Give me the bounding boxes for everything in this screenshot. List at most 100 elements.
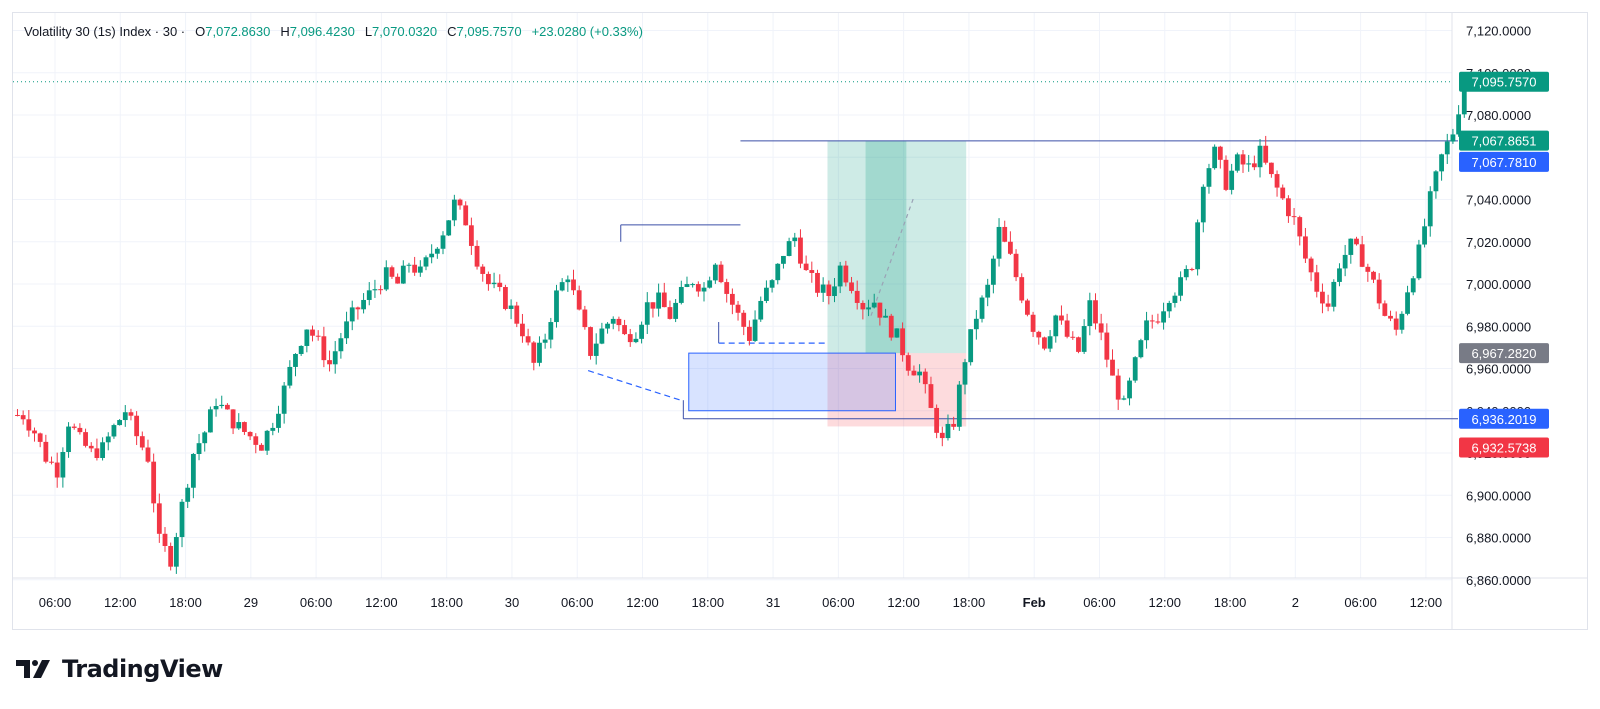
candle-body[interactable] bbox=[1104, 332, 1110, 360]
candle-body[interactable] bbox=[225, 404, 230, 410]
candle-body[interactable] bbox=[423, 257, 429, 267]
candle-body[interactable] bbox=[990, 258, 996, 285]
candle-body[interactable] bbox=[520, 323, 525, 337]
candle-body[interactable] bbox=[531, 342, 537, 363]
candle-body[interactable] bbox=[661, 292, 667, 308]
candle-body[interactable] bbox=[1234, 154, 1240, 171]
candle-body[interactable] bbox=[1127, 380, 1132, 399]
candle-body[interactable] bbox=[1320, 291, 1325, 304]
candle-body[interactable] bbox=[1314, 272, 1320, 292]
candle-body[interactable] bbox=[1297, 217, 1303, 237]
candle-body[interactable] bbox=[1110, 359, 1115, 376]
candle-body[interactable] bbox=[610, 318, 616, 324]
candle-body[interactable] bbox=[843, 265, 849, 283]
candle-body[interactable] bbox=[383, 267, 389, 290]
candle-body[interactable] bbox=[786, 241, 792, 256]
candle-body[interactable] bbox=[735, 304, 741, 313]
candle-body[interactable] bbox=[355, 307, 361, 310]
candle-body[interactable] bbox=[1405, 292, 1410, 314]
candle-body[interactable] bbox=[310, 329, 315, 336]
candle-body[interactable] bbox=[1161, 311, 1166, 323]
candle-body[interactable] bbox=[582, 309, 588, 328]
candle-body[interactable] bbox=[764, 287, 769, 301]
candle-body[interactable] bbox=[1002, 226, 1008, 242]
candle-body[interactable] bbox=[650, 302, 656, 309]
candle-body[interactable] bbox=[247, 431, 253, 437]
candle-body[interactable] bbox=[752, 319, 758, 341]
tradingview-logo[interactable]: TradingView bbox=[16, 654, 223, 684]
candle-body[interactable] bbox=[83, 432, 88, 446]
candle-body[interactable] bbox=[809, 270, 815, 273]
candle-body[interactable] bbox=[1433, 171, 1439, 192]
candle-body[interactable] bbox=[202, 432, 208, 444]
candle-body[interactable] bbox=[1223, 159, 1229, 190]
candle-body[interactable] bbox=[213, 406, 219, 410]
candle-body[interactable] bbox=[548, 322, 554, 340]
candle-body[interactable] bbox=[1399, 313, 1405, 330]
candle-body[interactable] bbox=[894, 328, 900, 338]
candle-body[interactable] bbox=[270, 427, 276, 431]
candle-body[interactable] bbox=[1025, 300, 1030, 315]
candle-body[interactable] bbox=[616, 318, 622, 326]
candle-body[interactable] bbox=[775, 263, 781, 281]
candle-body[interactable] bbox=[15, 414, 20, 416]
candle-body[interactable] bbox=[1382, 303, 1388, 316]
candle-body[interactable] bbox=[474, 245, 480, 267]
candle-body[interactable] bbox=[429, 253, 435, 258]
candle-body[interactable] bbox=[1450, 134, 1456, 142]
candle-body[interactable] bbox=[196, 443, 202, 454]
candle-body[interactable] bbox=[446, 220, 452, 236]
candle-body[interactable] bbox=[826, 284, 832, 297]
candle-body[interactable] bbox=[315, 335, 321, 337]
candle-body[interactable] bbox=[100, 442, 105, 458]
candle-body[interactable] bbox=[1257, 145, 1263, 168]
candle-body[interactable] bbox=[690, 284, 696, 286]
candle-body[interactable] bbox=[729, 293, 735, 305]
candle-body[interactable] bbox=[236, 422, 242, 429]
candle-body[interactable] bbox=[1115, 375, 1121, 400]
candle-body[interactable] bbox=[327, 360, 332, 365]
candle-body[interactable] bbox=[43, 441, 49, 462]
candle-body[interactable] bbox=[281, 385, 287, 414]
candle-body[interactable] bbox=[304, 329, 310, 346]
candle-body[interactable] bbox=[332, 351, 338, 365]
candle-body[interactable] bbox=[1166, 302, 1172, 312]
candle-body[interactable] bbox=[1308, 258, 1314, 273]
candle-body[interactable] bbox=[656, 292, 662, 309]
candle-body[interactable] bbox=[1053, 315, 1059, 337]
candle-body[interactable] bbox=[837, 265, 843, 287]
candle-body[interactable] bbox=[503, 287, 508, 309]
candle-body[interactable] bbox=[1280, 187, 1286, 199]
candle-body[interactable] bbox=[1206, 168, 1212, 187]
candle-body[interactable] bbox=[321, 336, 327, 361]
candle-body[interactable] bbox=[508, 305, 514, 309]
candle-body[interactable] bbox=[1076, 337, 1081, 352]
candle-body[interactable] bbox=[434, 248, 440, 254]
candle-body[interactable] bbox=[366, 290, 372, 300]
candle-body[interactable] bbox=[417, 266, 423, 273]
candle-body[interactable] bbox=[1183, 268, 1189, 278]
candle-body[interactable] bbox=[820, 284, 826, 293]
candle-body[interactable] bbox=[1371, 271, 1376, 280]
candle-body[interactable] bbox=[1416, 244, 1422, 279]
candle-body[interactable] bbox=[395, 276, 401, 284]
candle-body[interactable] bbox=[60, 452, 66, 478]
candle-body[interactable] bbox=[156, 503, 162, 534]
candle-body[interactable] bbox=[627, 334, 633, 343]
candle-body[interactable] bbox=[832, 286, 837, 297]
candle-body[interactable] bbox=[338, 338, 344, 352]
symbol-label[interactable]: Volatility 30 (1s) Index · 30 · bbox=[24, 24, 186, 39]
candle-body[interactable] bbox=[1246, 163, 1252, 165]
candle-body[interactable] bbox=[588, 327, 593, 356]
candle-body[interactable] bbox=[349, 307, 355, 322]
candle-body[interactable] bbox=[1030, 314, 1036, 332]
candle-body[interactable] bbox=[866, 307, 871, 310]
candle-body[interactable] bbox=[633, 338, 639, 343]
candle-body[interactable] bbox=[139, 436, 145, 448]
blue-rectangle-zone[interactable] bbox=[688, 352, 896, 412]
candle-body[interactable] bbox=[145, 447, 151, 462]
candle-body[interactable] bbox=[77, 427, 83, 433]
candle-body[interactable] bbox=[1212, 146, 1218, 169]
candle-body[interactable] bbox=[463, 205, 469, 226]
candle-body[interactable] bbox=[576, 290, 582, 310]
